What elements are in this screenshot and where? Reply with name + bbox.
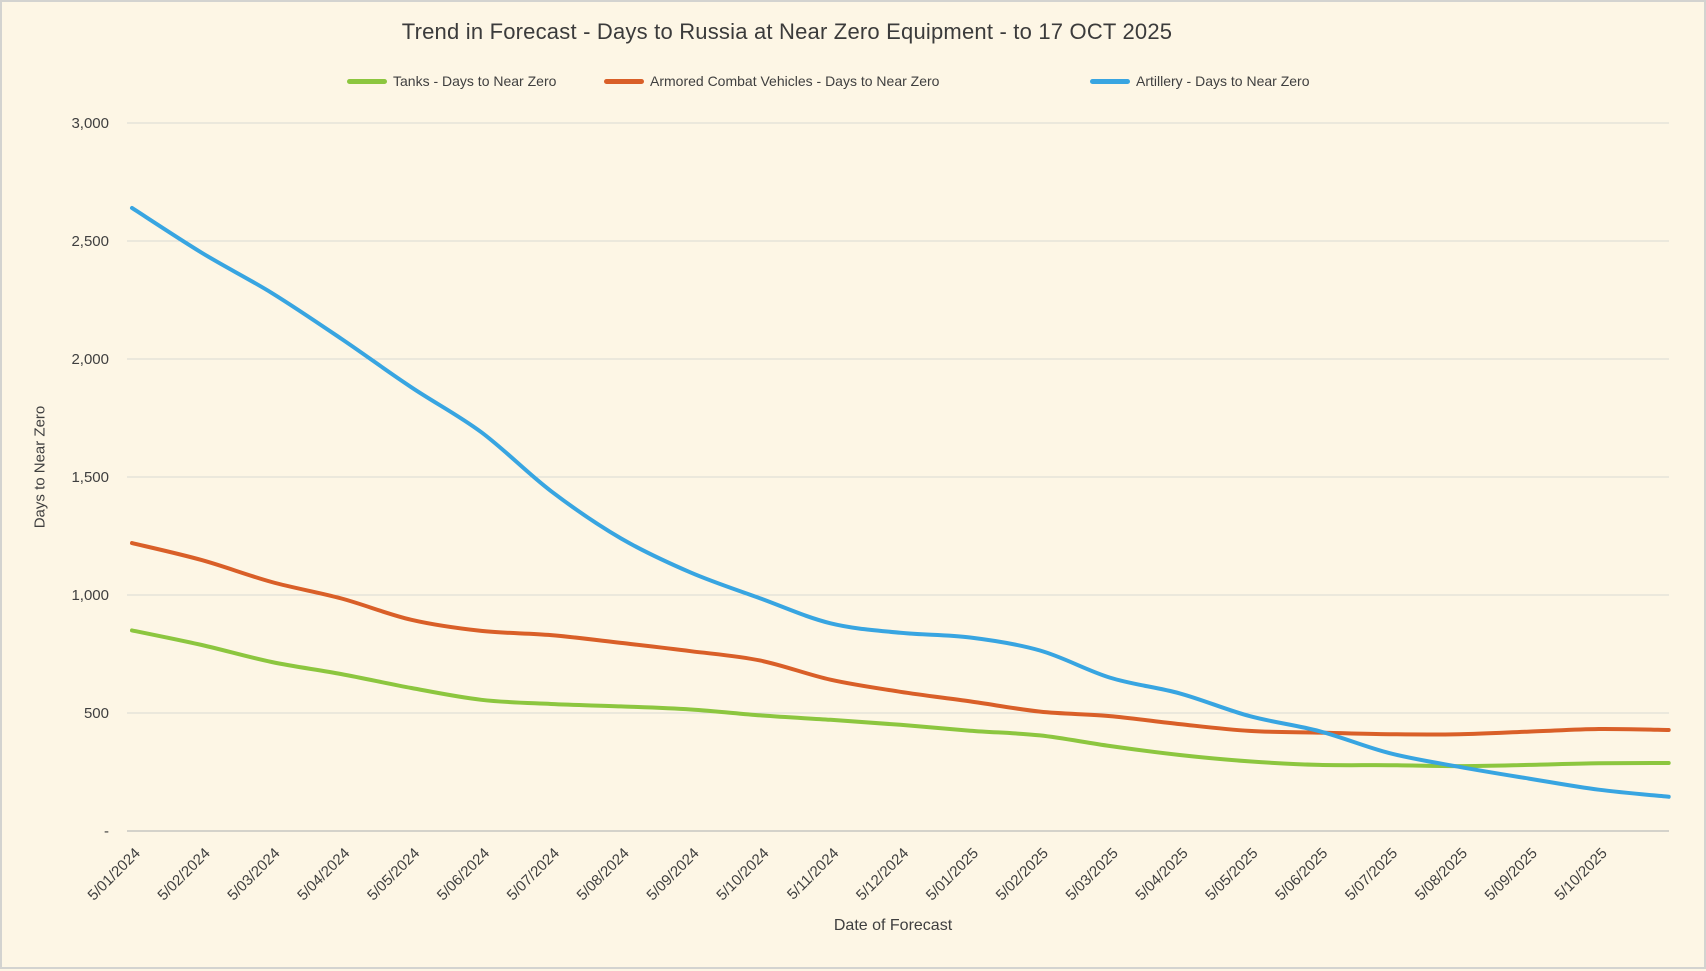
- x-tick-label: 5/10/2024: [713, 845, 772, 904]
- x-tick-label: 5/09/2024: [643, 845, 702, 904]
- y-tick-label: 1,500: [71, 469, 109, 486]
- x-tick-label: 5/10/2025: [1551, 845, 1610, 904]
- series-line-armored[interactable]: [130, 541, 1671, 737]
- x-tick-label: 5/11/2024: [784, 845, 842, 903]
- series-line-tanks[interactable]: [130, 628, 1671, 769]
- series-line-artillery[interactable]: [130, 205, 1671, 799]
- y-tick-label: 2,000: [71, 351, 109, 368]
- artillery-line-swatch-icon: [1090, 78, 1130, 84]
- chart-legend: Tanks - Days to Near Zero Armored Combat…: [2, 70, 1706, 92]
- legend-label: Tanks - Days to Near Zero: [393, 73, 557, 89]
- y-tick-label: 1,000: [71, 587, 109, 604]
- x-tick-label: 5/08/2025: [1412, 845, 1471, 904]
- x-tick-label: 5/04/2025: [1132, 845, 1191, 904]
- x-tick-label: 5/02/2025: [993, 845, 1052, 904]
- acv-line-swatch-icon: [604, 78, 644, 84]
- legend-item-artillery[interactable]: Artillery - Days to Near Zero: [1090, 70, 1309, 92]
- x-tick-label: 5/01/2024: [85, 845, 144, 904]
- legend-label: Armored Combat Vehicles - Days to Near Z…: [650, 73, 940, 89]
- x-tick-label: 5/02/2024: [154, 845, 213, 904]
- legend-item-tanks[interactable]: Tanks - Days to Near Zero: [347, 70, 556, 92]
- x-tick-label: 5/07/2024: [504, 845, 563, 904]
- x-tick-label: 5/05/2024: [364, 845, 423, 904]
- x-tick-label: 5/07/2025: [1342, 845, 1401, 904]
- x-tick-label: 5/06/2024: [434, 845, 493, 904]
- x-tick-label: 5/12/2024: [853, 845, 912, 904]
- y-tick-label: 2,500: [71, 233, 109, 250]
- x-tick-label: 5/05/2025: [1202, 845, 1261, 904]
- legend-label: Artillery - Days to Near Zero: [1136, 73, 1310, 89]
- y-axis-title: Days to Near Zero: [31, 405, 49, 529]
- tanks-line-swatch-icon: [347, 78, 387, 84]
- x-tick-label: 5/08/2024: [574, 845, 633, 904]
- y-tick-label: -: [104, 823, 109, 840]
- x-tick-label: 5/04/2024: [294, 845, 353, 904]
- chart-title: Trend in Forecast - Days to Russia at Ne…: [401, 19, 1173, 44]
- y-tick-label: 500: [84, 705, 109, 722]
- y-tick-label: 3,000: [71, 115, 109, 132]
- x-tick-label: 5/01/2025: [923, 845, 982, 904]
- x-tick-label: 5/03/2024: [224, 845, 283, 904]
- x-axis-title: Date of Forecast: [833, 917, 953, 934]
- x-tick-label: 5/09/2025: [1482, 845, 1541, 904]
- x-tick-label: 5/06/2025: [1272, 845, 1331, 904]
- legend-item-armored-combat-vehicles[interactable]: Armored Combat Vehicles - Days to Near Z…: [604, 70, 939, 92]
- x-tick-label: 5/03/2025: [1063, 845, 1122, 904]
